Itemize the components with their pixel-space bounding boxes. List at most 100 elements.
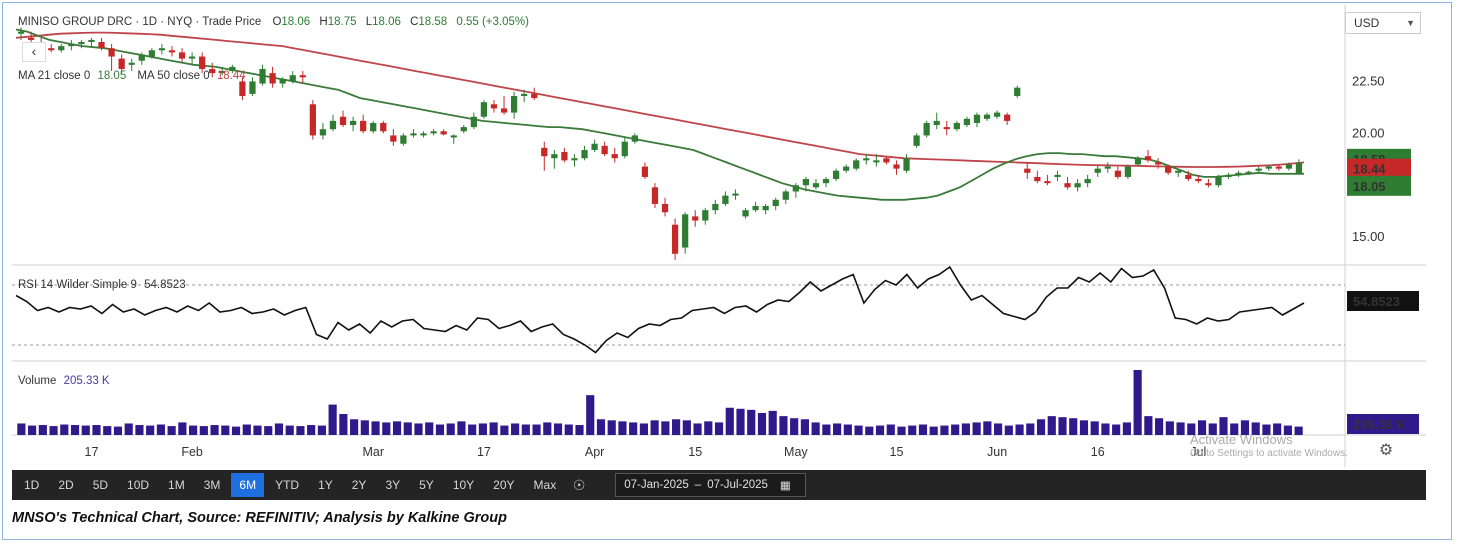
volume-bar-37	[414, 423, 423, 435]
candle-85	[873, 154, 880, 167]
volume-bar-86	[940, 425, 949, 435]
candle-20	[219, 66, 226, 76]
volume-bar-8	[103, 426, 112, 435]
range-button-ytd[interactable]: YTD	[275, 478, 300, 492]
range-button-1d[interactable]: 1D	[24, 478, 40, 492]
range-button-2d[interactable]: 2D	[58, 478, 74, 492]
candle-body	[289, 75, 296, 82]
candle-69	[712, 199, 719, 215]
volume-bar-64	[704, 421, 713, 435]
volume-bar-98	[1069, 418, 1078, 435]
candle-90	[923, 120, 930, 138]
candle-body	[983, 114, 991, 119]
candle-body	[883, 158, 890, 163]
settings-gear-icon[interactable]: ⚙	[1378, 442, 1394, 459]
volume-bar-82	[897, 426, 906, 435]
x-tick-label: Jun	[987, 445, 1007, 459]
candle-114	[1165, 164, 1172, 175]
volume-bar-57	[629, 422, 638, 435]
candle-body	[1104, 166, 1111, 169]
candle-body	[400, 135, 407, 144]
candle-56	[581, 145, 588, 161]
currency-value: USD	[1354, 16, 1380, 30]
candle-36	[380, 120, 387, 134]
range-button-max[interactable]: Max	[533, 478, 557, 492]
candle-body	[339, 116, 347, 126]
volume-bar-10	[124, 423, 133, 435]
volume-bar-70	[768, 410, 777, 435]
range-button-1y[interactable]: 1Y	[318, 478, 333, 492]
candle-35	[370, 120, 377, 134]
candle-49	[510, 91, 518, 119]
volume-bar-44	[489, 422, 498, 435]
candle-body	[239, 81, 246, 96]
date-range-picker[interactable]: 07-Jan-2025 – 07-Jul-2025 ▦	[615, 473, 806, 497]
volume-bar-108	[1176, 422, 1185, 435]
price-chart[interactable]: 15.0017.5020.0022.5025.0017FebMar17Apr15…	[12, 5, 1426, 467]
candle-9	[108, 44, 115, 72]
volume-bar-89	[972, 422, 981, 435]
range-button-10y[interactable]: 10Y	[452, 478, 475, 492]
volume-bar-13	[156, 424, 165, 435]
candle-body	[812, 183, 820, 188]
candle-body	[158, 48, 166, 51]
range-button-2y[interactable]: 2Y	[351, 478, 367, 492]
candle-body	[299, 75, 306, 78]
candle-0	[17, 27, 25, 40]
candle-body	[1265, 166, 1272, 169]
candle-111	[1134, 156, 1142, 167]
candle-78	[802, 176, 810, 192]
range-button-20y[interactable]: 20Y	[493, 478, 515, 492]
volume-bar-79	[865, 426, 874, 435]
volume-bar-85	[929, 426, 938, 435]
volume-bar-32	[360, 420, 369, 435]
range-button-1m[interactable]: 1M	[168, 478, 185, 492]
range-button-6m[interactable]: 6M	[231, 473, 265, 497]
watermark-line-2: Go to Settings to activate Windows.	[1190, 448, 1348, 459]
volume-bar-106	[1155, 418, 1164, 435]
candle-body	[1225, 174, 1232, 177]
range-button-3m[interactable]: 3M	[203, 478, 221, 492]
candle-body	[430, 131, 437, 134]
volume-bar-6	[81, 425, 90, 435]
candle-body	[27, 37, 35, 40]
collapse-legend-button[interactable]: ‹	[22, 42, 46, 62]
x-tick-label: 17	[477, 445, 491, 459]
volume-bar-28	[317, 425, 326, 435]
volume-bar-33	[371, 421, 380, 435]
candle-body	[661, 203, 669, 213]
candle-body	[682, 214, 689, 248]
candle-113	[1154, 158, 1162, 169]
volume-bar-103	[1122, 422, 1131, 435]
custom-range-icon[interactable]: ☉	[572, 476, 586, 493]
volume-bar-41	[457, 421, 466, 435]
candle-body	[963, 118, 971, 126]
candle-87	[893, 160, 900, 175]
candle-106	[1084, 174, 1091, 188]
volume-bar-21	[242, 424, 251, 435]
volume-bar-59	[650, 420, 659, 435]
range-button-3y[interactable]: 3Y	[385, 478, 401, 492]
candle-13	[148, 48, 155, 59]
candle-body	[1134, 158, 1142, 165]
candle-body	[219, 71, 226, 74]
candle-57	[591, 139, 598, 153]
candle-body	[108, 48, 115, 57]
candle-body	[279, 79, 286, 84]
rsi-label: RSI 14 Wilder Simple 9	[18, 279, 137, 291]
candle-24	[259, 64, 266, 86]
candle-8	[98, 37, 105, 51]
candle-body	[98, 41, 105, 49]
range-button-5d[interactable]: 5D	[92, 478, 109, 492]
volume-bar-115	[1251, 422, 1260, 435]
volume-bar-14	[167, 426, 176, 435]
currency-select[interactable]: USD ▼	[1345, 12, 1421, 34]
candle-body	[1024, 168, 1031, 173]
range-button-10d[interactable]: 10D	[127, 478, 150, 492]
candle-11	[128, 58, 135, 72]
volume-bar-11	[135, 425, 144, 435]
range-button-5y[interactable]: 5Y	[419, 478, 434, 492]
candle-25	[269, 66, 276, 88]
candle-body	[1285, 164, 1293, 169]
candle-body	[1245, 171, 1252, 173]
